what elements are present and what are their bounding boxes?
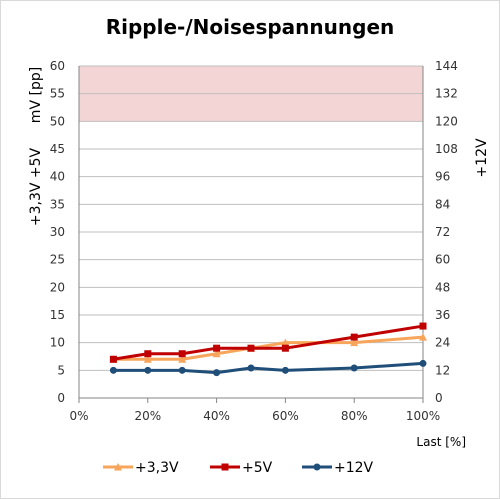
data-point-5V <box>213 344 221 352</box>
y-tick-label: 30 <box>50 225 65 239</box>
data-point-33V <box>350 338 359 347</box>
data-point-5V <box>247 344 255 352</box>
data-point-33V <box>178 355 187 363</box>
data-point-5V <box>144 350 152 358</box>
y-tick-label: 55 <box>50 87 65 101</box>
data-point-12V <box>419 359 427 367</box>
y-right-tick-label: 60 <box>435 253 450 267</box>
data-point-12V <box>247 364 255 372</box>
legend-marker-5V <box>221 463 229 471</box>
data-point-5V <box>350 333 358 341</box>
y-tick-label: 45 <box>50 142 65 156</box>
legend: +3,3V +5V +12V <box>103 460 374 476</box>
y-tick-label: 20 <box>50 280 65 294</box>
y-right-tick-label: 120 <box>435 114 458 128</box>
y-right-tick-label: 24 <box>435 336 450 350</box>
y-tick-label: 60 <box>50 59 65 73</box>
y-tick-label: 25 <box>50 253 65 267</box>
legend-label-12V: +12V <box>334 460 374 476</box>
data-point-33V <box>212 349 221 358</box>
plot-area: 0 5 10 15 20 25 30 35 40 45 50 55 60 0 12 24 36 48 60 72 84 9… <box>50 59 458 423</box>
data-point-12V <box>109 366 117 374</box>
left-axis-title: +3,3V +5V <box>28 147 44 226</box>
y-right-tick-label: 108 <box>435 142 458 156</box>
y-tick-label: 15 <box>50 308 65 322</box>
x-tick-label: 40% <box>203 409 230 423</box>
chart-title: Ripple-/Noisespannungen <box>106 15 395 39</box>
y-right-tick-label: 96 <box>435 170 450 184</box>
y-right-tick-label: 12 <box>435 363 450 377</box>
data-point-33V <box>419 333 427 341</box>
x-tick-label: 100% <box>406 409 440 423</box>
y-tick-label: 10 <box>50 336 65 350</box>
y-right-tick-label: 48 <box>435 280 450 294</box>
x-tick-label: 80% <box>341 409 368 423</box>
series-line-12V <box>113 361 424 375</box>
y-right-tick-label: 0 <box>435 391 443 405</box>
y-tick-label: 0 <box>57 391 65 405</box>
y-right-tick-label: 84 <box>435 197 450 211</box>
legend-label-5V: +5V <box>242 460 273 476</box>
x-axis-title: Last [%] <box>416 435 466 449</box>
right-axis-title: +12V <box>474 138 490 178</box>
x-tick-label: 0% <box>69 409 88 423</box>
legend-marker-33V <box>114 463 122 471</box>
x-tick-label: 60% <box>272 409 299 423</box>
y-right-tick-label: 36 <box>435 308 450 322</box>
data-point-12V <box>350 364 358 372</box>
series-line-5V <box>113 324 424 361</box>
series-line-33V <box>113 335 424 361</box>
y-tick-label: 50 <box>50 114 65 128</box>
y-right-tick-label: 144 <box>435 59 458 73</box>
y-right-tick-label: 72 <box>435 225 450 239</box>
data-point-12V <box>178 366 186 374</box>
data-point-5V <box>109 355 117 363</box>
y-tick-label: 40 <box>50 170 65 184</box>
data-point-33V <box>281 338 290 347</box>
data-point-12V <box>144 366 152 374</box>
data-point-12V <box>213 369 221 377</box>
y-right-tick-label: 132 <box>435 87 458 101</box>
data-point-12V <box>281 366 289 374</box>
data-point-5V <box>178 350 186 358</box>
data-point-5V <box>419 322 427 330</box>
data-point-33V <box>143 355 152 363</box>
x-tick-label: 20% <box>134 409 161 423</box>
y-tick-label: 35 <box>50 197 65 211</box>
left-axis-unit: mV [pp] <box>28 67 44 123</box>
y-tick-label: 5 <box>57 363 65 377</box>
data-point-5V <box>281 344 289 352</box>
legend-marker-12V <box>313 463 321 471</box>
legend-label-33V: +3,3V <box>135 460 179 476</box>
